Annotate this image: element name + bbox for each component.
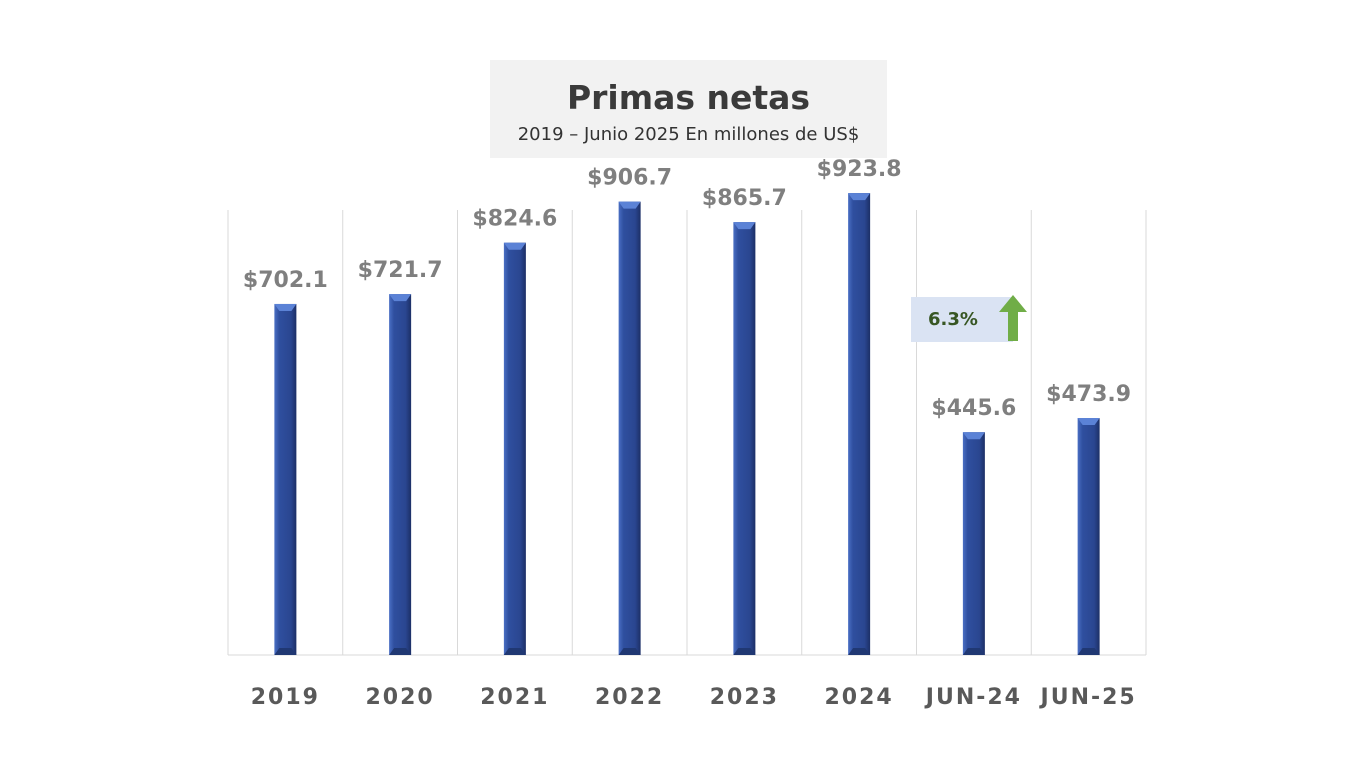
chart-category-labels: 2019 2020 2021 2022 2023 2024 JUN-24 JUN-25	[251, 685, 1137, 710]
chart-title-box: Primas netas 2019 – Junio 2025 En millon…	[490, 60, 887, 158]
category-label: 2022	[595, 685, 664, 710]
chart-gridlines	[227, 210, 1147, 656]
bar-2020	[389, 294, 412, 655]
category-label: 2021	[480, 685, 549, 710]
category-label: 2020	[366, 685, 435, 710]
chart-value-labels: $702.1 $721.7 $824.6 $906.7 $865.7 $923.8 $445…	[243, 157, 1131, 421]
bar-2022	[618, 201, 641, 655]
value-label: $865.7	[702, 186, 787, 211]
value-label: $721.7	[358, 258, 443, 283]
growth-label: 6.3%	[928, 309, 978, 330]
bar-2021	[503, 242, 526, 655]
category-label: 2023	[710, 685, 779, 710]
chart-title: Primas netas	[566, 78, 811, 117]
chart-subtitle: 2019 – Junio 2025 En millones de US$	[517, 124, 860, 145]
category-label: JUN-24	[924, 685, 1022, 710]
category-label: 2024	[825, 685, 894, 710]
category-label: JUN-25	[1039, 685, 1137, 710]
value-label: $473.9	[1046, 382, 1131, 407]
value-label: $702.1	[243, 268, 328, 293]
value-label: $445.6	[931, 396, 1016, 421]
up-arrow-icon	[999, 295, 1027, 341]
bar-2023	[733, 222, 756, 655]
bar-2019	[274, 303, 297, 655]
chart-bars	[274, 193, 1100, 655]
value-label: $906.7	[587, 166, 672, 191]
growth-callout: 6.3%	[911, 295, 1027, 342]
value-label: $923.8	[817, 157, 902, 182]
bar-jun-25	[1077, 418, 1100, 655]
bar-2024	[848, 193, 871, 655]
category-label: 2019	[251, 685, 320, 710]
value-label: $824.6	[472, 207, 557, 232]
bar-jun-24	[962, 432, 985, 655]
